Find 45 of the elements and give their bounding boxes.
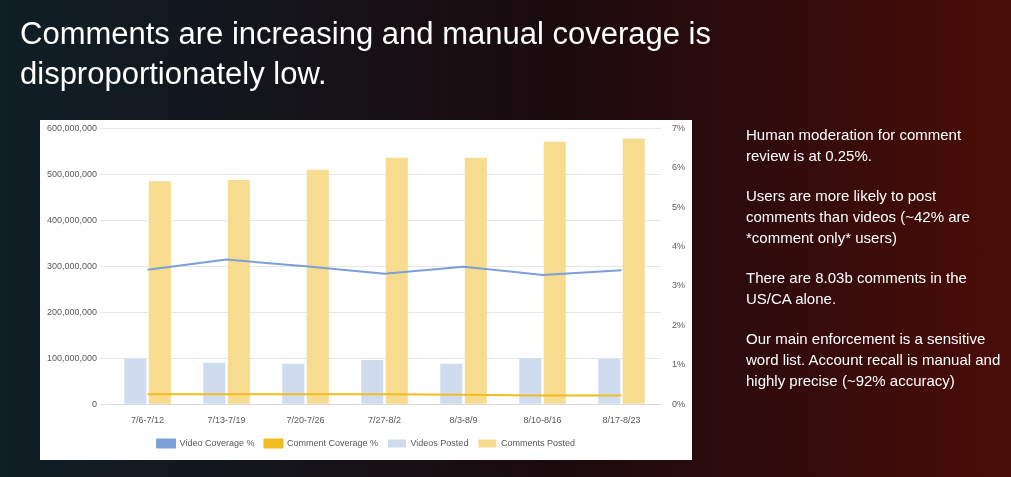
y2-tick-label: 5%: [671, 201, 686, 212]
legend-label: Videos Posted: [410, 437, 469, 448]
y2-tick-label: 7%: [671, 122, 686, 133]
bar: [227, 179, 250, 404]
legend-label: Comments Posted: [500, 437, 575, 448]
bar: [622, 138, 645, 404]
text: There are 8.03b comments in the US/CA alone.: [746, 268, 968, 309]
x-tick-label: 7/20-7/26: [286, 415, 325, 426]
text: Users are more likely to post comments than videos (~42% are *comment only* users): [746, 186, 971, 248]
y-tick-label: 400,000,000: [46, 214, 98, 225]
y2-tick-label: 6%: [671, 162, 686, 173]
y-tick-label: 0: [92, 398, 98, 409]
y-tick-label: 100,000,000: [46, 352, 98, 363]
bar: [306, 169, 329, 404]
bar: [464, 157, 487, 404]
bar: [282, 363, 305, 404]
y2-tick-label: 4%: [671, 241, 686, 252]
y2-tick-label: 3%: [671, 280, 686, 291]
y2-tick-label: 1%: [671, 359, 686, 370]
legend-label: Comment Coverage %: [286, 437, 379, 448]
x-tick-label: 8/3-8/9: [449, 415, 478, 426]
x-tick-label: 7/27-8/2: [368, 415, 402, 426]
x-tick-label: 8/17-8/23: [602, 415, 641, 426]
bar: [361, 360, 384, 404]
bar: [203, 362, 226, 404]
bar: [543, 141, 566, 404]
y2-tick-label: 2%: [671, 319, 686, 330]
chart-title: Comments are increasing and manual coverage is disproportionately low.: [20, 15, 712, 93]
text: Human moderation for comment review is at 0.25%.: [746, 125, 963, 166]
y-tick-label: 200,000,000: [46, 306, 98, 317]
x-tick-label: 8/10-8/16: [523, 415, 562, 426]
bar: [440, 363, 463, 404]
y2-tick-label: 0%: [671, 398, 686, 409]
bar: [385, 157, 408, 404]
y-tick-label: 500,000,000: [46, 168, 98, 179]
y-tick-label: 300,000,000: [46, 260, 98, 271]
bar: [148, 181, 171, 404]
x-tick-label: 7/6-7/12: [131, 415, 165, 426]
bar: [598, 358, 621, 404]
bar: [124, 358, 147, 404]
x-tick-label: 7/13-7/19: [207, 415, 246, 426]
bar: [519, 358, 542, 404]
text: Our main enforcement is a sensitive word list. Account recall is manual and highly precise (~92% accuracy): [746, 329, 1002, 391]
y-tick-label: 600,000,000: [46, 122, 98, 133]
legend-label: Video Coverage %: [179, 437, 255, 448]
